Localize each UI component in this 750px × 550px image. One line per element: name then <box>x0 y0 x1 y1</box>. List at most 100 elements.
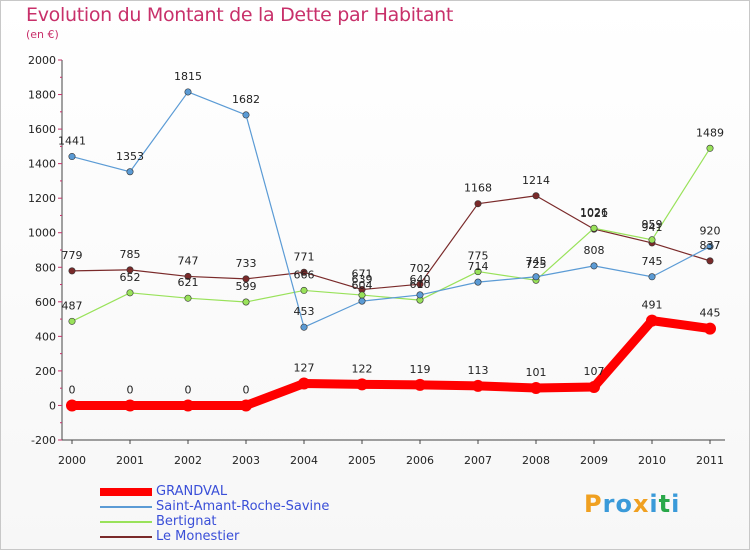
data-label: 599 <box>236 280 257 293</box>
x-tick-label: 2005 <box>348 454 376 467</box>
x-tick-label: 2001 <box>116 454 144 467</box>
data-point <box>298 377 310 390</box>
series-line <box>71 147 711 322</box>
data-point <box>124 399 136 412</box>
data-label: 1026 <box>580 206 608 219</box>
legend-swatch <box>100 506 152 508</box>
data-label: 101 <box>526 366 547 379</box>
data-point <box>182 399 194 412</box>
data-point <box>416 280 424 288</box>
data-label: 122 <box>352 362 373 375</box>
data-label: 1489 <box>696 126 724 139</box>
logo-letter: x <box>632 490 650 518</box>
y-tick-label: -200 <box>31 434 56 447</box>
chart-title: Evolution du Montant de la Dette par Hab… <box>26 4 454 26</box>
x-tick-label: 2002 <box>174 454 202 467</box>
data-label: 119 <box>410 363 431 376</box>
logo-letter: i <box>649 490 659 518</box>
data-label: 604 <box>352 279 373 292</box>
data-point <box>300 268 308 276</box>
y-tick-label: 1000 <box>28 227 56 240</box>
data-point <box>126 266 134 274</box>
logo-letter: P <box>584 490 603 518</box>
data-point <box>242 111 250 119</box>
data-point <box>648 273 656 281</box>
data-label: 1168 <box>464 182 492 195</box>
data-point <box>416 291 424 299</box>
series-line <box>71 91 711 328</box>
y-tick-label: 1400 <box>28 158 56 171</box>
data-label: 0 <box>185 383 192 396</box>
series-layer <box>66 88 716 412</box>
data-label: 747 <box>178 254 199 267</box>
data-point <box>184 294 192 302</box>
data-label: 785 <box>120 248 141 261</box>
legend-label: GRANDVAL <box>156 484 228 499</box>
data-label: 745 <box>526 255 547 268</box>
data-label: 666 <box>294 268 315 281</box>
y-tick-label: 400 <box>35 330 56 343</box>
data-label: 1214 <box>522 174 550 187</box>
y-tick-label: 1600 <box>28 123 56 136</box>
data-label: 959 <box>642 218 663 231</box>
y-tick-label: 2000 <box>28 54 56 67</box>
data-label: 1682 <box>232 93 260 106</box>
data-label: 113 <box>468 364 489 377</box>
data-point <box>588 380 600 393</box>
y-tick-label: 200 <box>35 365 56 378</box>
data-point <box>706 257 714 265</box>
data-point <box>474 200 482 208</box>
x-tick-label: 2006 <box>406 454 434 467</box>
data-point <box>646 314 658 327</box>
x-tick-label: 2003 <box>232 454 260 467</box>
logo-letter: t <box>658 490 672 518</box>
data-point <box>242 275 250 283</box>
data-point <box>358 291 366 299</box>
series-saint-amant-roche-savine <box>68 88 714 331</box>
data-point <box>68 267 76 275</box>
data-label: 941 <box>642 221 663 234</box>
data-label: 702 <box>410 262 431 275</box>
data-label: 671 <box>352 268 373 281</box>
data-point <box>590 262 598 270</box>
data-label: 107 <box>584 365 605 378</box>
data-point <box>648 236 656 244</box>
legend-swatch <box>100 521 152 523</box>
series-line <box>71 195 711 291</box>
data-point <box>358 297 366 305</box>
chart-axes: -200020040060080010001200140016001800200… <box>28 54 725 467</box>
legend-label: Bertignat <box>156 514 217 529</box>
data-label: 640 <box>410 273 431 286</box>
x-tick-label: 2008 <box>522 454 550 467</box>
data-label: 1021 <box>580 207 608 220</box>
data-point <box>66 399 78 412</box>
data-point <box>68 317 76 325</box>
data-point <box>184 272 192 280</box>
data-label: 745 <box>642 255 663 268</box>
legend-swatch <box>100 536 152 538</box>
data-point <box>126 168 134 176</box>
data-point <box>532 273 540 281</box>
data-point <box>184 88 192 96</box>
x-tick-label: 2007 <box>464 454 492 467</box>
logo-letter: r <box>602 490 616 518</box>
data-point <box>706 243 714 251</box>
data-label: 920 <box>700 225 721 238</box>
data-label: 775 <box>468 250 489 263</box>
data-point <box>472 379 484 392</box>
data-label: 639 <box>352 273 373 286</box>
data-label: 837 <box>700 239 721 252</box>
data-label: 1815 <box>174 70 202 83</box>
data-point <box>532 192 540 200</box>
x-tick-label: 2010 <box>638 454 666 467</box>
data-point <box>530 382 542 395</box>
data-point <box>706 144 714 152</box>
y-tick-label: 600 <box>35 296 56 309</box>
data-point <box>68 153 76 161</box>
data-label: 621 <box>178 276 199 289</box>
data-label: 0 <box>127 383 134 396</box>
data-label: 808 <box>584 244 605 257</box>
data-point <box>300 323 308 331</box>
